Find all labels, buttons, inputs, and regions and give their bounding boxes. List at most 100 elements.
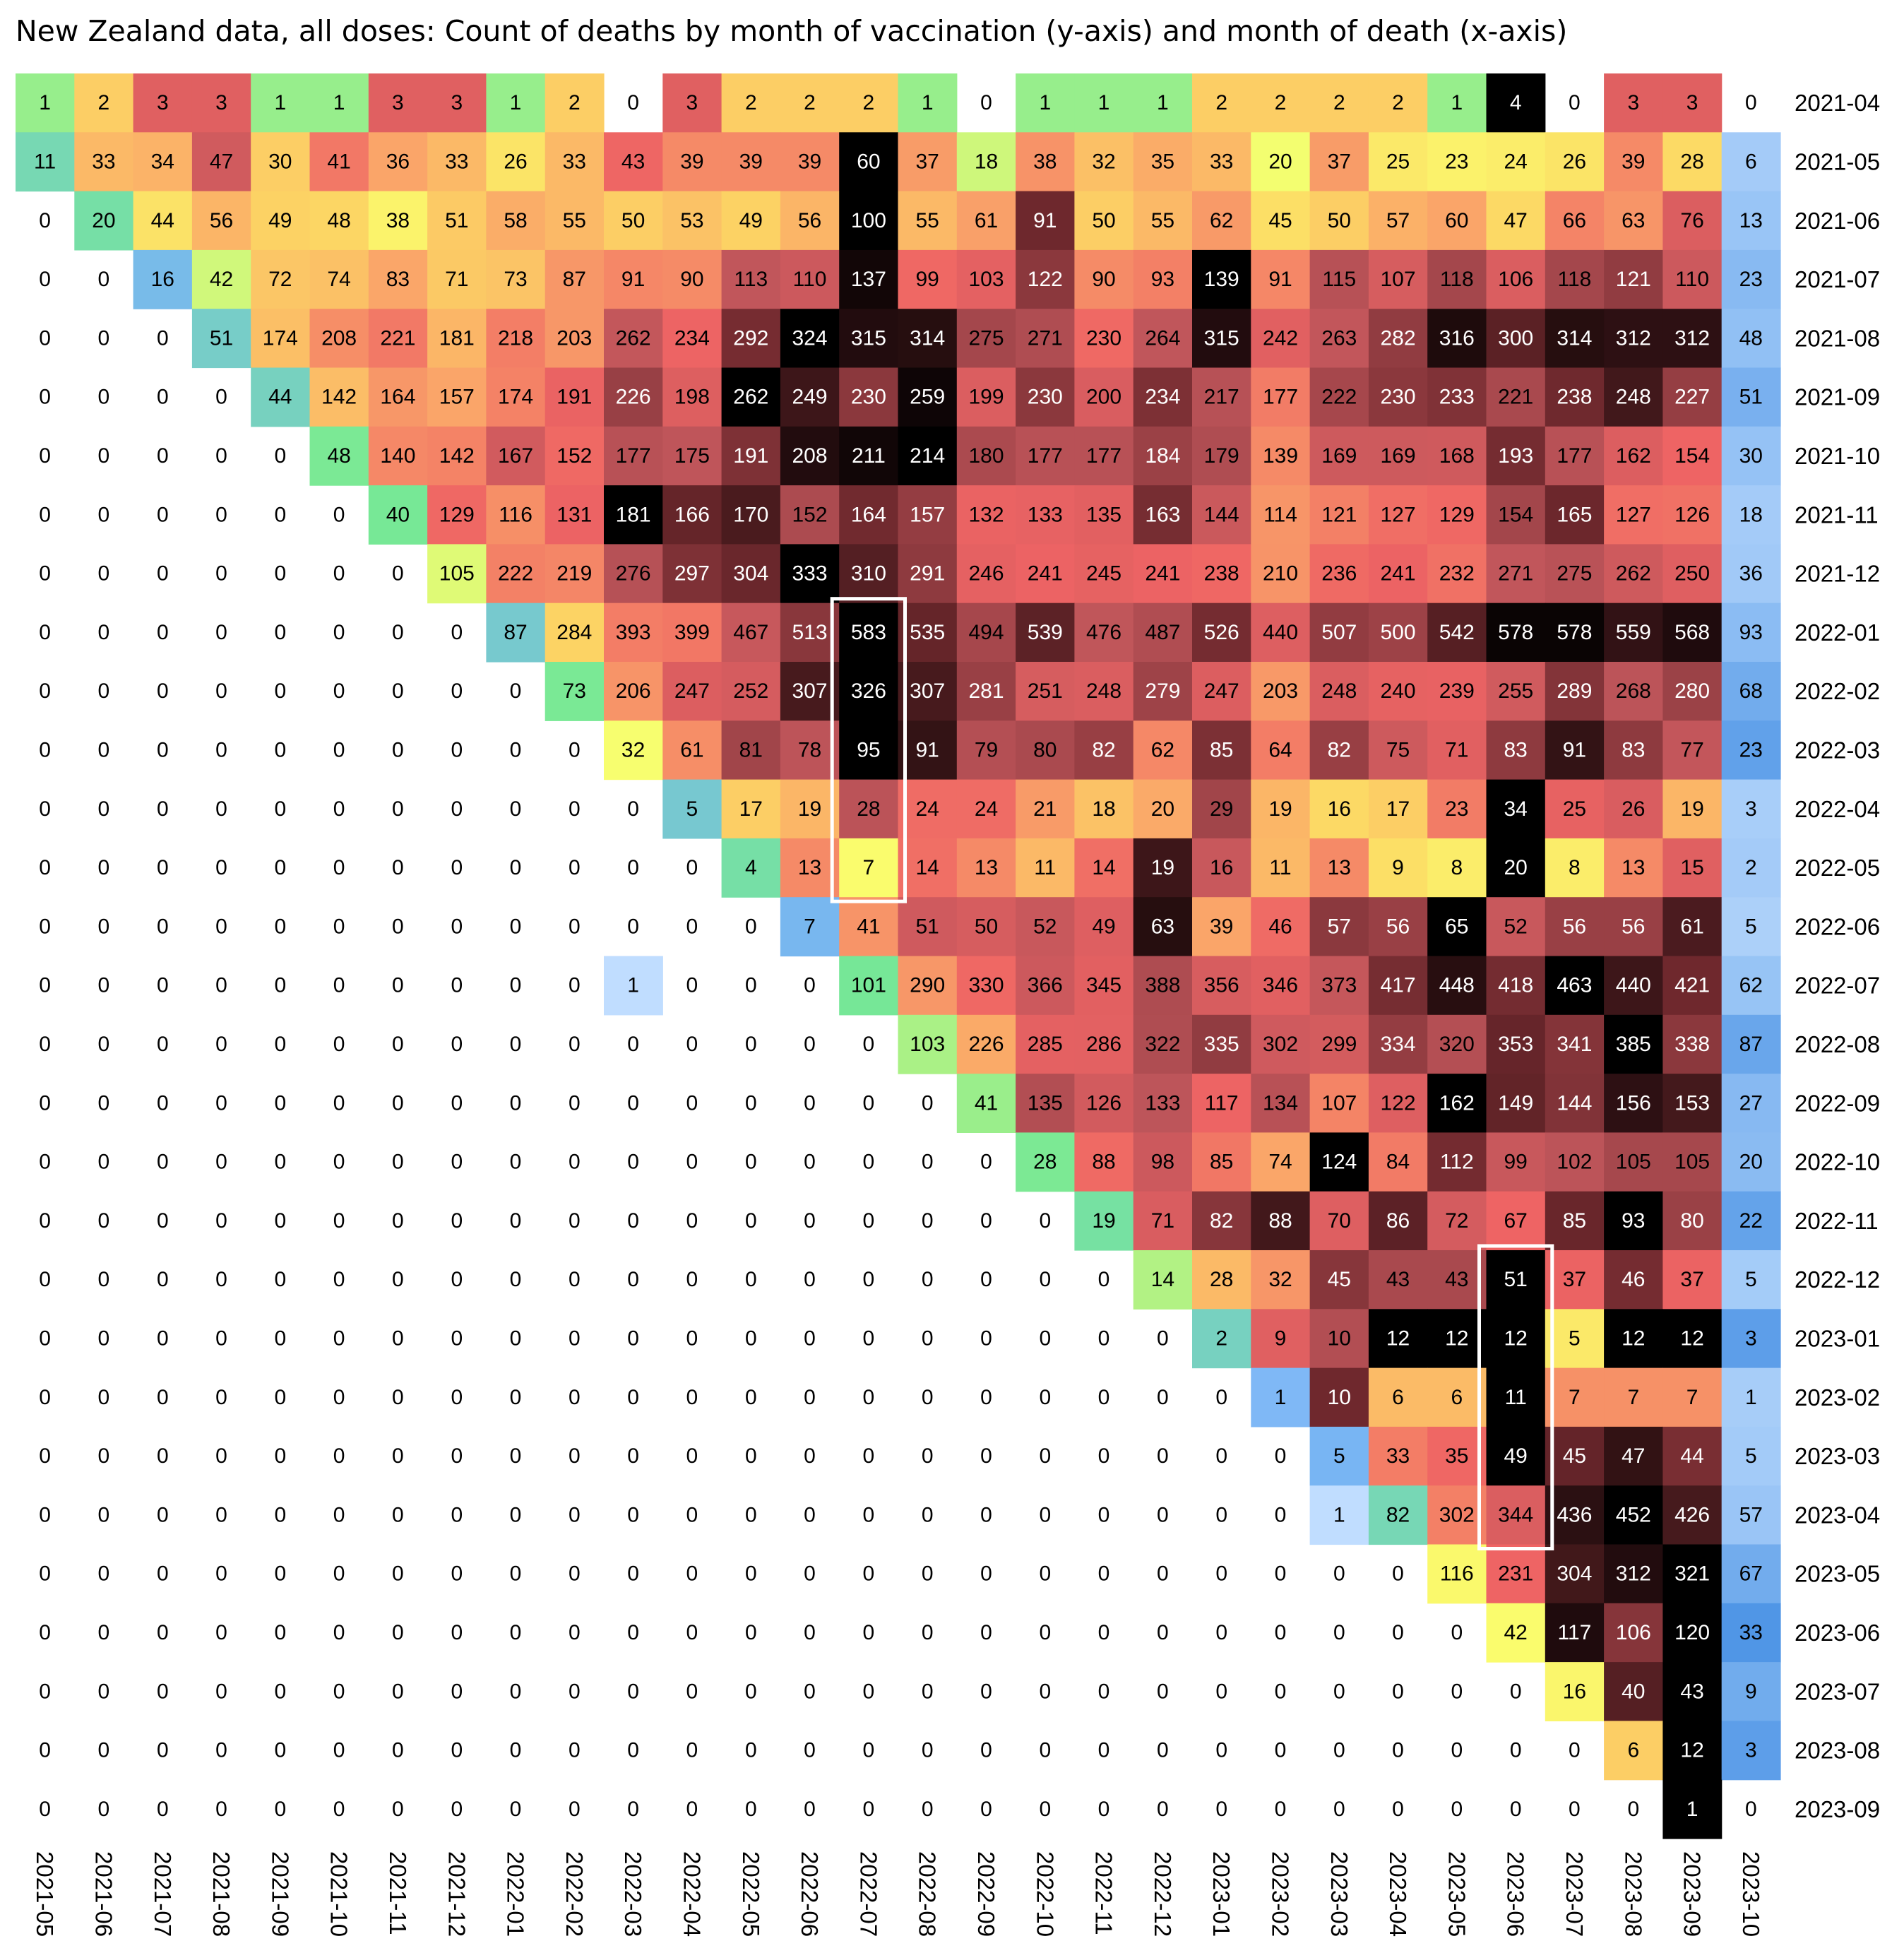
heatmap-cell (662, 544, 722, 604)
heatmap-cell (251, 73, 311, 133)
y-tick-label: 2022-12 (1795, 1266, 1880, 1293)
heatmap-cell (956, 367, 1016, 427)
heatmap-cell (1192, 779, 1251, 839)
heatmap-cell (1604, 309, 1663, 369)
cell-value-label: 0 (392, 1680, 404, 1703)
cell-value-label: 13 (1739, 209, 1763, 232)
cell-value-label: 88 (1268, 1209, 1292, 1233)
cell-value-label: 0 (157, 386, 169, 409)
cell-value-label: 0 (39, 1268, 51, 1291)
cell-value-label: 0 (451, 1209, 463, 1233)
cell-value-label: 0 (274, 679, 286, 703)
cell-value-label: 0 (863, 1621, 875, 1644)
cell-value-label: 12 (1680, 1327, 1703, 1351)
cell-value-label: 320 (1439, 1033, 1475, 1056)
cell-value-label: 0 (1333, 1680, 1345, 1703)
highlight-box (830, 597, 907, 903)
cell-value-label: 0 (451, 1798, 463, 1821)
heatmap-cell (839, 897, 899, 957)
heatmap-cell (1368, 779, 1428, 839)
heatmap-cell (1721, 1367, 1781, 1427)
heatmap-cell (1192, 1309, 1251, 1369)
heatmap-cell (1074, 132, 1134, 192)
cell-value-label: 241 (1145, 562, 1180, 586)
cell-value-label: 0 (1215, 1562, 1227, 1586)
heatmap-cell (1133, 249, 1193, 309)
cell-value-label: 81 (739, 739, 763, 762)
cell-value-label: 0 (215, 386, 227, 409)
y-tick-label: 2022-04 (1795, 796, 1880, 822)
cell-value-label: 0 (274, 562, 286, 586)
cell-value-label: 11 (1505, 1386, 1527, 1409)
heatmap-cell (604, 132, 663, 192)
cell-value-label: 36 (1739, 562, 1763, 586)
cell-value-label: 0 (510, 974, 522, 997)
cell-value-label: 388 (1145, 974, 1180, 997)
cell-value-label: 198 (674, 386, 710, 409)
cell-value-label: 507 (1321, 621, 1357, 644)
cell-value-label: 12 (1386, 1327, 1410, 1351)
heatmap-cell (309, 191, 369, 251)
heatmap-cell (1427, 1074, 1487, 1133)
cell-value-label: 0 (863, 1151, 875, 1174)
cell-value-label: 333 (792, 562, 827, 586)
cell-value-label: 34 (151, 150, 174, 174)
x-tick-label: 2022-12 (1150, 1851, 1176, 1937)
cell-value-label: 84 (1386, 1151, 1410, 1174)
heatmap-cell (1486, 602, 1546, 663)
cell-value-label: 0 (627, 1033, 639, 1056)
cell-value-label: 289 (1557, 679, 1592, 703)
heatmap-cell (1545, 1485, 1605, 1545)
cell-value-label: 46 (1622, 1268, 1645, 1291)
heatmap-cell (1133, 309, 1193, 369)
cell-value-label: 82 (1328, 739, 1351, 762)
cell-value-label: 24 (916, 797, 939, 821)
heatmap-cell (721, 191, 781, 251)
heatmap-cell (1368, 1426, 1428, 1486)
heatmap-cell (1604, 1250, 1663, 1310)
heatmap-cell (1016, 544, 1075, 604)
cell-value-label: 20 (1739, 1151, 1763, 1174)
x-tick-label: 2022-03 (620, 1851, 646, 1937)
heatmap-cell (898, 544, 958, 604)
heatmap-cell (1074, 249, 1134, 309)
cell-value-label: 56 (1622, 915, 1645, 938)
cell-value-label: 0 (510, 1091, 522, 1115)
cell-value-label: 100 (851, 209, 886, 232)
cell-value-label: 45 (1328, 1268, 1351, 1291)
cell-value-label: 33 (1386, 1444, 1410, 1468)
cell-value-label: 0 (745, 1444, 757, 1468)
heatmap-cell (1427, 1367, 1487, 1427)
cell-value-label: 0 (569, 1503, 581, 1526)
cell-value-label: 0 (863, 1209, 875, 1233)
heatmap-cell (1604, 544, 1663, 604)
cell-value-label: 0 (39, 1151, 51, 1174)
heatmap-cell (1721, 1191, 1781, 1251)
cell-value-label: 2 (1333, 91, 1345, 114)
cell-value-label: 157 (439, 386, 475, 409)
heatmap-cell (721, 73, 781, 133)
cell-value-label: 0 (392, 1091, 404, 1115)
cell-value-label: 3 (1745, 1327, 1757, 1351)
heatmap-cell (1662, 544, 1722, 604)
heatmap-cell (1133, 602, 1193, 663)
cell-value-label: 0 (333, 1739, 345, 1762)
cell-value-label: 467 (733, 621, 768, 644)
heatmap-cell (1133, 367, 1193, 427)
cell-value-label: 334 (1380, 1033, 1415, 1056)
heatmap-cell (1721, 1250, 1781, 1310)
cell-value-label: 38 (1033, 150, 1057, 174)
cell-value-label: 101 (851, 974, 886, 997)
heatmap-cell (368, 73, 428, 133)
cell-value-label: 0 (922, 1739, 934, 1762)
cell-value-label: 0 (333, 974, 345, 997)
cell-value-label: 46 (1268, 915, 1292, 938)
cell-value-label: 0 (333, 1386, 345, 1409)
cell-value-label: 32 (1268, 1268, 1292, 1291)
cell-value-label: 0 (39, 739, 51, 762)
cell-value-label: 324 (792, 326, 827, 350)
cell-value-label: 53 (680, 209, 703, 232)
cell-value-label: 0 (1098, 1739, 1110, 1762)
heatmap-cell (1545, 544, 1605, 604)
cell-value-label: 0 (1039, 1444, 1051, 1468)
